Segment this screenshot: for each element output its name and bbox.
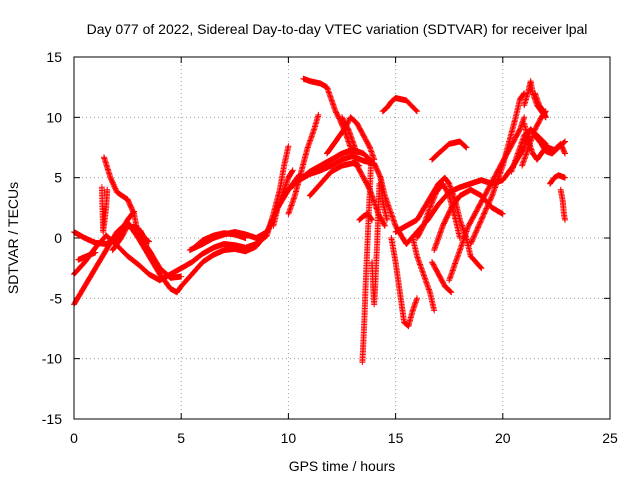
series-track-41 — [532, 90, 549, 121]
point-markers — [431, 186, 506, 254]
point-markers — [538, 138, 568, 157]
point-markers — [429, 138, 470, 163]
series-track-18 — [339, 114, 360, 157]
series-track-26 — [409, 235, 438, 314]
point-markers — [377, 174, 390, 223]
series-track-4 — [101, 154, 185, 281]
point-markers — [324, 114, 378, 163]
series-track-28 — [431, 186, 506, 254]
point-markers — [306, 160, 363, 199]
series-track-39 — [547, 172, 568, 187]
point-markers — [356, 210, 375, 223]
series-track-31 — [467, 90, 528, 247]
y-tick-label: 5 — [54, 170, 62, 186]
point-markers — [409, 235, 438, 314]
series-track-24 — [388, 235, 420, 330]
point-markers — [429, 259, 455, 296]
axis-ticks: 0 5 10 15 20 25 -15 -10 -5 0 5 10 15 — [42, 49, 618, 446]
point-markers — [379, 95, 420, 115]
series-track-38 — [538, 138, 568, 157]
series-track-40 — [557, 186, 568, 223]
x-tick-label: 5 — [177, 430, 185, 446]
point-markers — [388, 235, 420, 330]
y-tick-label: -15 — [42, 411, 62, 427]
x-tick-label: 25 — [602, 430, 618, 446]
y-tick-label: -10 — [42, 351, 62, 367]
point-markers — [101, 154, 185, 281]
point-markers — [75, 249, 99, 263]
point-markers — [339, 114, 360, 157]
point-markers — [137, 227, 155, 257]
series-track-17 — [324, 114, 378, 163]
point-markers — [557, 186, 568, 223]
y-axis-label: SDTVAR / TECUs — [5, 182, 21, 294]
point-markers — [359, 162, 374, 366]
series-track-5 — [75, 249, 99, 263]
y-tick-label: 0 — [54, 230, 62, 246]
series-track-32 — [429, 138, 470, 163]
data-points — [71, 75, 568, 366]
series-track-27 — [414, 180, 463, 241]
series-track-22 — [377, 174, 390, 223]
x-tick-label: 10 — [281, 430, 297, 446]
point-markers — [547, 172, 568, 187]
series-track-29 — [429, 259, 455, 296]
y-tick-label: -5 — [50, 290, 63, 306]
point-markers — [369, 180, 383, 308]
series-track-8 — [137, 227, 155, 257]
series-track-16 — [306, 160, 363, 199]
series-track-10 — [191, 230, 249, 251]
series-track-20 — [369, 180, 383, 308]
x-tick-label: 15 — [388, 430, 404, 446]
x-axis-label: GPS time / hours — [289, 458, 396, 474]
series-track-23 — [379, 95, 420, 115]
x-tick-label: 20 — [495, 430, 511, 446]
point-markers — [98, 184, 111, 235]
series-track-6 — [98, 184, 111, 235]
plot-frame — [73, 56, 611, 420]
x-tick-label: 0 — [70, 430, 78, 446]
grid — [74, 57, 610, 419]
y-tick-label: 10 — [46, 109, 62, 125]
point-markers — [414, 180, 463, 241]
point-markers — [532, 90, 549, 121]
series-track-13 — [285, 111, 322, 217]
point-markers — [191, 230, 249, 251]
series-track-21 — [356, 210, 375, 223]
series-track-19 — [359, 162, 374, 366]
point-markers — [467, 90, 528, 247]
y-tick-label: 15 — [46, 49, 62, 65]
point-markers — [285, 111, 322, 217]
chart-title: Day 077 of 2022, Sidereal Day-to-day VTE… — [87, 21, 588, 37]
